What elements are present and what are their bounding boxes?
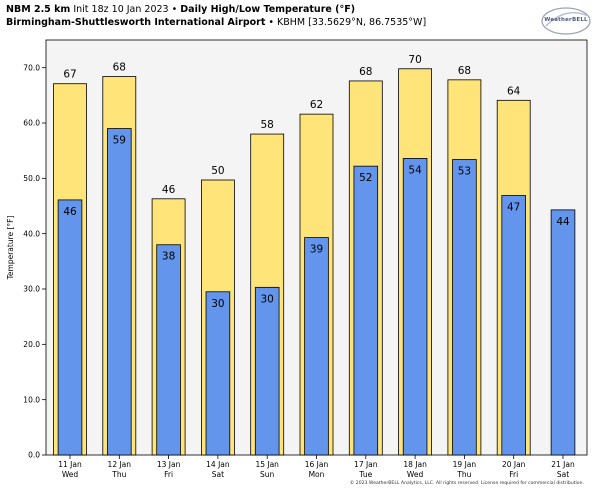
high-temp-label: 70	[408, 54, 421, 66]
high-temp-label: 58	[261, 119, 274, 131]
high-temp-label: 68	[458, 65, 471, 77]
low-temp-label: 46	[63, 206, 77, 218]
y-tick-label: 50.0	[23, 174, 40, 183]
low-temp-label: 53	[458, 166, 471, 178]
x-tick-date: 20 Jan	[502, 460, 526, 469]
high-temp-label: 62	[310, 99, 323, 111]
model-name: NBM 2.5 km	[6, 4, 71, 15]
x-tick-date: 15 Jan	[255, 460, 279, 469]
low-temp-bar	[156, 244, 181, 456]
x-tick-day: Fri	[509, 470, 518, 479]
x-tick-day: Sat	[212, 470, 224, 479]
low-temp-label: 54	[408, 164, 422, 176]
x-tick-date: 21 Jan	[551, 460, 575, 469]
low-temp-bar	[452, 159, 477, 456]
low-temp-label: 30	[211, 298, 224, 310]
x-tick-date: 19 Jan	[453, 460, 477, 469]
x-tick-date: 13 Jan	[157, 460, 181, 469]
low-temp-label: 52	[359, 172, 372, 184]
x-tick-day: Sun	[260, 470, 275, 479]
low-temp-bar	[57, 199, 83, 456]
product-title: Daily High/Low Temperature (°F)	[180, 4, 356, 15]
high-temp-label: 68	[359, 66, 372, 78]
low-temp-bar	[205, 291, 231, 456]
high-temp-label: 68	[113, 62, 126, 74]
x-tick-date: 18 Jan	[403, 460, 427, 469]
high-temp-label: 64	[507, 85, 521, 97]
low-temp-label: 30	[261, 293, 274, 305]
x-tick-date: 11 Jan	[58, 460, 82, 469]
high-temp-label: 50	[211, 165, 224, 177]
x-tick-date: 17 Jan	[354, 460, 378, 469]
y-tick-label: 70.0	[23, 63, 40, 72]
y-axis-label: Temperature [°F]	[6, 216, 15, 281]
low-temp-bar	[501, 195, 526, 456]
init-time: Init 18z 10 Jan 2023	[73, 4, 169, 15]
low-temp-bar	[107, 128, 132, 456]
station-detail: • KBHM [33.5629°N, 86.7535°W]	[268, 17, 427, 28]
weatherbell-logo: WeatherBELL	[538, 4, 594, 38]
y-tick-label: 0.0	[28, 451, 40, 460]
station-name: Birmingham-Shuttlesworth International A…	[6, 17, 266, 28]
logo-swoosh-icon	[541, 7, 591, 35]
y-tick-label: 10.0	[23, 395, 40, 404]
low-temp-bar	[254, 286, 280, 456]
y-tick-label: 60.0	[23, 119, 40, 128]
low-temp-bar	[402, 158, 428, 456]
chart-header-line-2: Birmingham-Shuttlesworth International A…	[6, 17, 426, 28]
x-tick-date: 14 Jan	[206, 460, 230, 469]
low-temp-bar	[353, 165, 379, 456]
low-temp-label: 59	[113, 135, 126, 147]
low-temp-bar	[550, 209, 576, 456]
x-tick-day: Tue	[358, 470, 372, 479]
high-temp-label: 67	[63, 69, 76, 81]
low-temp-label: 39	[310, 244, 323, 256]
x-tick-day: Wed	[62, 470, 79, 479]
high-temp-label: 46	[162, 184, 176, 196]
low-temp-label: 38	[162, 251, 175, 263]
x-tick-day: Fri	[164, 470, 173, 479]
x-tick-day: Thu	[111, 470, 126, 479]
x-tick-day: Wed	[407, 470, 424, 479]
logo-text: WeatherBELL	[544, 17, 588, 23]
copyright-notice: © 2023 WeatherBELL Analytics, LLC. All r…	[349, 481, 584, 486]
x-tick-day: Thu	[456, 470, 471, 479]
y-tick-label: 30.0	[23, 285, 40, 294]
x-tick-date: 12 Jan	[108, 460, 132, 469]
header-separator: •	[171, 4, 178, 15]
x-tick-day: Mon	[309, 470, 325, 479]
x-tick-day: Sat	[557, 470, 569, 479]
y-tick-label: 20.0	[23, 340, 40, 349]
low-temp-label: 47	[507, 201, 520, 213]
x-tick-date: 16 Jan	[305, 460, 329, 469]
y-tick-label: 40.0	[23, 229, 40, 238]
low-temp-label: 44	[556, 216, 570, 228]
chart-header-line-1: NBM 2.5 km Init 18z 10 Jan 2023 • Daily …	[6, 4, 355, 15]
low-temp-bar	[304, 237, 329, 456]
